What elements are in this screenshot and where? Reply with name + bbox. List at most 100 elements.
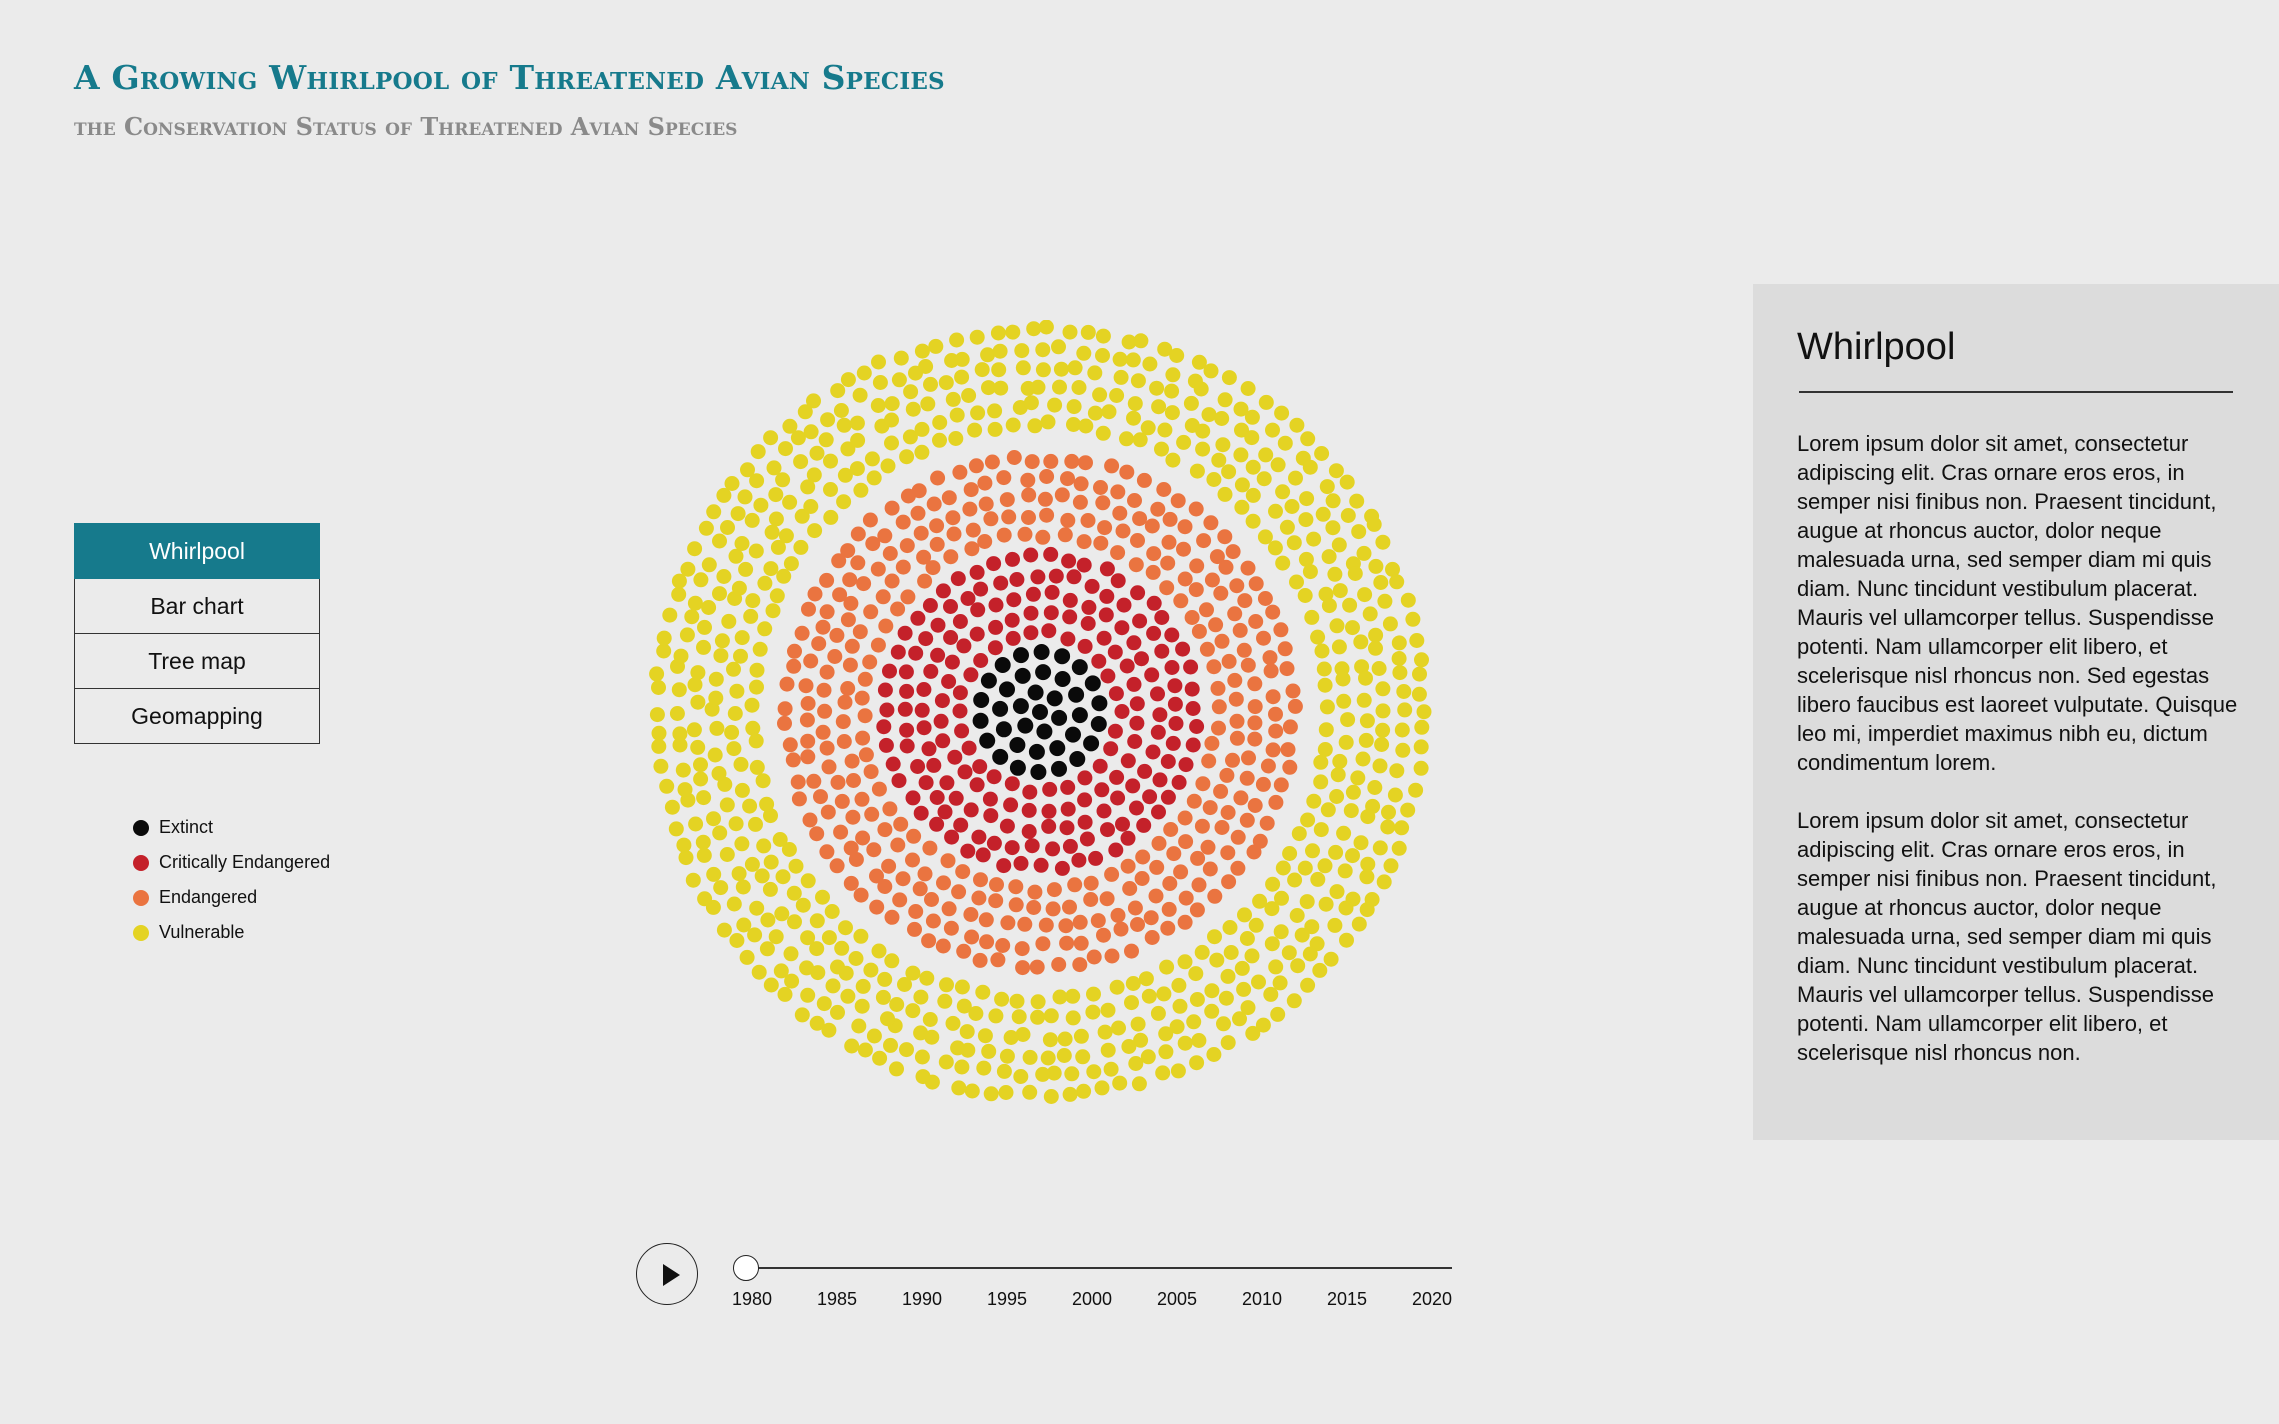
whirlpool-dot <box>1240 657 1256 673</box>
whirlpool-dot <box>908 904 924 919</box>
whirlpool-dot <box>878 618 894 634</box>
whirlpool-dot <box>989 877 1004 893</box>
whirlpool-dot <box>928 338 944 354</box>
whirlpool-dot <box>1005 630 1021 646</box>
whirlpool-dot <box>1223 945 1239 960</box>
whirlpool-dot <box>1136 817 1152 833</box>
whirlpool-dot <box>1265 742 1281 758</box>
whirlpool-dot <box>1030 379 1046 395</box>
whirlpool-dot <box>1129 715 1145 731</box>
whirlpool-dot <box>1170 1063 1186 1079</box>
whirlpool-dot <box>1030 764 1047 780</box>
play-button[interactable] <box>636 1243 698 1305</box>
whirlpool-dot <box>1026 321 1042 337</box>
whirlpool-dot <box>848 951 864 966</box>
panel-title: Whirlpool <box>1797 326 1956 368</box>
whirlpool-dot <box>794 1007 810 1023</box>
whirlpool-dot <box>1030 1009 1046 1025</box>
whirlpool-dot <box>727 706 743 721</box>
whirlpool-dot <box>1188 582 1204 598</box>
whirlpool-dot <box>1128 557 1144 573</box>
whirlpool-dot <box>1164 383 1180 399</box>
whirlpool-dot <box>1400 802 1416 818</box>
whirlpool-dot <box>1021 824 1037 839</box>
whirlpool-dot <box>1217 529 1233 545</box>
whirlpool-dot <box>1023 605 1039 621</box>
whirlpool-dot <box>818 432 834 448</box>
nav-item-geomapping[interactable]: Geomapping <box>74 689 320 744</box>
whirlpool-dot <box>1125 778 1141 794</box>
whirlpool-dot <box>1071 852 1087 868</box>
whirlpool-dot <box>977 1028 993 1044</box>
whirlpool-dot <box>1103 741 1119 757</box>
whirlpool-dot <box>1150 1005 1166 1021</box>
whirlpool-dot <box>787 643 802 659</box>
whirlpool-dot <box>1013 647 1029 664</box>
legend-item: Critically Endangered <box>133 845 330 880</box>
whirlpool-dot <box>656 630 672 646</box>
whirlpool-dot <box>1248 614 1264 629</box>
whirlpool-dot <box>809 913 825 929</box>
whirlpool-dot <box>1111 1020 1126 1036</box>
whirlpool-dot <box>830 383 846 399</box>
whirlpool-dot <box>1214 411 1230 426</box>
whirlpool-dot <box>866 842 882 858</box>
legend-label: Critically Endangered <box>159 852 331 872</box>
whirlpool-dot <box>1065 988 1081 1004</box>
timeline-tick: 1995 <box>986 1289 1028 1309</box>
whirlpool-dot <box>1043 546 1059 562</box>
whirlpool-dot <box>662 607 678 623</box>
whirlpool-dot <box>1244 948 1260 964</box>
whirlpool-dot <box>854 998 870 1014</box>
whirlpool-dot <box>1060 779 1076 795</box>
whirlpool-dot <box>1299 491 1315 507</box>
timeline-tick: 1980 <box>731 1289 773 1309</box>
whirlpool-dot <box>664 799 680 815</box>
whirlpool-dot <box>1062 592 1078 608</box>
whirlpool-dot <box>1164 405 1180 421</box>
whirlpool-dot <box>1062 324 1078 340</box>
whirlpool-dot <box>672 737 688 753</box>
whirlpool-dot <box>1022 1084 1038 1100</box>
whirlpool-dot <box>782 737 798 753</box>
whirlpool-dot <box>1067 360 1083 376</box>
nav-item-tree-map[interactable]: Tree map <box>74 634 320 689</box>
whirlpool-dot <box>1217 486 1233 502</box>
whirlpool-dot <box>1044 584 1060 600</box>
whirlpool-dot <box>967 422 983 438</box>
whirlpool-dot <box>819 572 835 588</box>
whirlpool-dot <box>749 900 765 916</box>
whirlpool-dot <box>1039 507 1055 523</box>
whirlpool-dot <box>687 541 703 557</box>
whirlpool-dot <box>960 843 976 859</box>
whirlpool-dot <box>1045 901 1061 917</box>
whirlpool-dot <box>817 703 833 719</box>
whirlpool-dot <box>1087 365 1103 381</box>
whirlpool-dot <box>1173 593 1189 609</box>
whirlpool-dot <box>912 881 928 897</box>
timeline-track[interactable] <box>746 1267 1452 1269</box>
whirlpool-dot <box>1156 986 1172 1002</box>
whirlpool-dot <box>1229 730 1245 746</box>
timeline-handle[interactable] <box>733 1255 759 1281</box>
whirlpool-dot <box>990 325 1006 341</box>
panel-paragraph: Lorem ipsum dolor sit amet, consectetur … <box>1797 808 2217 1065</box>
nav-item-whirlpool[interactable]: Whirlpool <box>74 523 320 579</box>
whirlpool-dot <box>1077 792 1093 808</box>
whirlpool-dot <box>1110 907 1126 923</box>
whirlpool-dot <box>823 453 838 469</box>
whirlpool-dot <box>1142 789 1158 805</box>
whirlpool-dot <box>773 963 789 979</box>
whirlpool-dot <box>1287 872 1303 888</box>
whirlpool-dot <box>1043 605 1059 621</box>
whirlpool-dot <box>900 589 916 605</box>
whirlpool-dot <box>878 737 894 753</box>
whirlpool-dot <box>903 384 919 400</box>
whirlpool-dot <box>1229 713 1245 729</box>
whirlpool-dot <box>1021 487 1037 503</box>
whirlpool-dot <box>998 1085 1014 1100</box>
whirlpool-dot <box>1094 782 1110 798</box>
whirlpool-dot <box>1042 1032 1058 1048</box>
whirlpool-dot <box>1332 583 1348 599</box>
nav-item-bar-chart[interactable]: Bar chart <box>74 579 320 634</box>
